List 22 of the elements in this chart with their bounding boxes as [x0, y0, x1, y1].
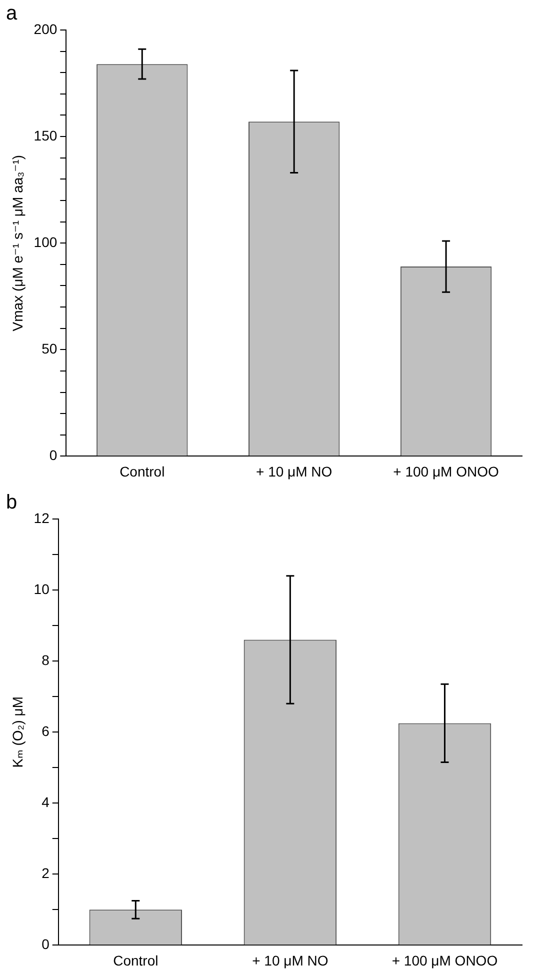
y-tick-label: 150	[34, 127, 58, 144]
x-tick-label: + 10 μM NO	[256, 463, 332, 480]
y-tick-label: 12	[34, 510, 50, 526]
y-tick-label: 2	[42, 865, 50, 882]
chart-title: a	[6, 2, 18, 25]
y-tick-label: 6	[42, 722, 50, 739]
y-tick-label: 0	[42, 936, 50, 952]
x-tick-label: + 100 μM ONOO	[392, 952, 498, 968]
y-tick-label: 8	[42, 652, 50, 668]
y-tick-label: 200	[34, 20, 58, 37]
y-tick-label: 0	[49, 447, 58, 464]
y-tick-label: 10	[34, 580, 50, 597]
y-tick-label: 50	[42, 340, 58, 357]
y-tick-label: 4	[42, 794, 50, 810]
x-tick-label: + 10 μM NO	[252, 952, 328, 968]
x-tick-label: + 100 μM ONOO	[393, 463, 499, 480]
x-tick-label: Control	[120, 463, 165, 480]
chart-title: b	[6, 492, 18, 514]
y-axis-title: Vmax (μM e⁻¹ s⁻¹ μM aa₃⁻¹)	[9, 154, 26, 332]
y-axis-title: Kₘ (O₂) μM	[9, 696, 26, 768]
y-tick-label: 100	[34, 234, 58, 250]
x-tick-label: Control	[113, 952, 158, 968]
